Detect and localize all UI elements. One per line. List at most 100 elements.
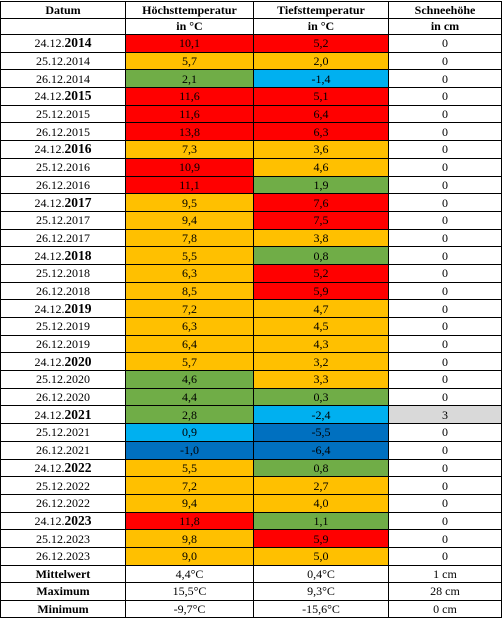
snow-cell: 0 (388, 193, 502, 212)
high-cell: 11,6 (125, 104, 254, 124)
data-row: 26.12.2023 9,0 5,0 0 (0, 546, 502, 566)
high-cell: 10,1 (125, 34, 254, 53)
low-cell: 4,5 (253, 317, 389, 336)
data-row: 24.12.2020 5,7 3,2 0 (0, 352, 502, 372)
low-cell: 6,3 (253, 122, 389, 142)
high-cell: 6,3 (125, 263, 254, 283)
date-cell: 25.12.2016 (0, 157, 126, 177)
data-row: 25.12.2020 4,6 3,3 0 (0, 370, 502, 389)
low-cell: -6,4 (253, 440, 389, 460)
date-day: 24.12. (34, 301, 65, 316)
snow-cell: 0 (388, 529, 502, 548)
snow-cell: 0 (388, 157, 502, 177)
snow-cell: 3 (388, 405, 502, 425)
date-day: 24.12. (34, 407, 65, 422)
snow-cell: 0 (388, 122, 502, 142)
low-cell: 5,2 (253, 34, 389, 53)
data-row: 25.12.2023 9,8 5,9 0 (0, 529, 502, 548)
unit-cell: in cm (388, 17, 502, 35)
date-day: 24.12. (34, 36, 65, 51)
low-cell: 4,3 (253, 334, 389, 354)
summary-value: 15,5°C (125, 582, 254, 601)
summary-value: 0,4°C (253, 564, 389, 584)
date-cell: 24.12.2017 (0, 193, 126, 212)
low-cell: -2,4 (253, 405, 389, 425)
snow-cell: 0 (388, 69, 502, 89)
low-cell: -1,4 (253, 69, 389, 89)
data-row: 26.12.2021 -1,0 -6,4 0 (0, 440, 502, 460)
snow-cell: 0 (388, 210, 502, 230)
date-year: 2019 (64, 300, 92, 316)
high-cell: 0,9 (125, 423, 254, 442)
snow-cell: 0 (388, 440, 502, 460)
header-row: Datum Höchsttemperatur Tiefsttemperatur … (0, 1, 502, 19)
summary-row: Maximum 15,5°C 9,3°C 28 cm (0, 582, 502, 601)
snow-cell: 0 (388, 281, 502, 301)
low-cell: 4,0 (253, 493, 389, 513)
unit-cell: in °C (253, 17, 389, 35)
high-cell: 2,1 (125, 69, 254, 89)
date-cell: 24.12.2023 (0, 511, 126, 531)
date-year: 2016 (64, 141, 92, 157)
date-day: 24.12. (34, 460, 65, 475)
data-row: 24.12.2018 5,5 0,8 0 (0, 246, 502, 265)
data-row: 25.12.2017 9,4 7,5 0 (0, 210, 502, 230)
date-cell: 26.12.2019 (0, 334, 126, 354)
snow-cell: 0 (388, 175, 502, 195)
data-row: 26.12.2022 9,4 4,0 0 (0, 493, 502, 513)
high-cell: 8,5 (125, 281, 254, 301)
snow-cell: 0 (388, 476, 502, 495)
low-cell: 5,2 (253, 263, 389, 283)
high-cell: 13,8 (125, 122, 254, 142)
high-cell: 5,5 (125, 246, 254, 265)
summary-value: 4,4°C (125, 564, 254, 584)
date-year: 2022 (64, 459, 92, 475)
date-cell: 26.12.2018 (0, 281, 126, 301)
data-row: 26.12.2014 2,1 -1,4 0 (0, 69, 502, 89)
date-year: 2018 (64, 247, 92, 263)
high-cell: 9,4 (125, 493, 254, 513)
low-cell: 3,8 (253, 228, 389, 248)
header-cell (0, 17, 126, 35)
data-row: 24.12.2023 11,8 1,1 0 (0, 511, 502, 531)
high-cell: 9,4 (125, 210, 254, 230)
high-cell: 4,6 (125, 370, 254, 389)
date-year: 2015 (64, 88, 92, 104)
low-cell: 3,2 (253, 352, 389, 372)
high-cell: 4,4 (125, 387, 254, 407)
snow-cell: 0 (388, 334, 502, 354)
low-cell: 3,3 (253, 370, 389, 389)
summary-row: Mittelwert 4,4°C 0,4°C 1 cm (0, 564, 502, 584)
date-day: 24.12. (34, 195, 65, 210)
data-row: 26.12.2016 11,1 1,9 0 (0, 175, 502, 195)
high-cell: 9,8 (125, 529, 254, 548)
data-row: 24.12.2019 7,2 4,7 0 (0, 299, 502, 318)
data-row: 26.12.2018 8,5 5,9 0 (0, 281, 502, 301)
data-row: 24.12.2015 11,6 5,1 0 (0, 87, 502, 106)
high-cell: 9,0 (125, 546, 254, 566)
date-cell: 24.12.2015 (0, 87, 126, 106)
unit-cell: in °C (125, 17, 254, 35)
summary-value: 9,3°C (253, 582, 389, 601)
low-cell: 5,9 (253, 281, 389, 301)
date-cell: 25.12.2021 (0, 423, 126, 442)
date-cell: 25.12.2023 (0, 529, 126, 548)
date-cell: 25.12.2022 (0, 476, 126, 495)
high-cell: 7,2 (125, 476, 254, 495)
date-cell: 25.12.2019 (0, 317, 126, 336)
high-cell: 5,5 (125, 458, 254, 478)
low-cell: 2,7 (253, 476, 389, 495)
date-cell: 26.12.2016 (0, 175, 126, 195)
high-cell: 10,9 (125, 157, 254, 177)
header-cell: Datum (0, 1, 126, 19)
snow-cell: 0 (388, 104, 502, 124)
data-row: 24.12.2017 9,5 7,6 0 (0, 193, 502, 212)
snow-cell: 0 (388, 546, 502, 566)
date-cell: 26.12.2017 (0, 228, 126, 248)
date-cell: 25.12.2018 (0, 263, 126, 283)
header-cell: Schneehöhe (388, 1, 502, 19)
summary-value: -9,7°C (125, 599, 254, 619)
